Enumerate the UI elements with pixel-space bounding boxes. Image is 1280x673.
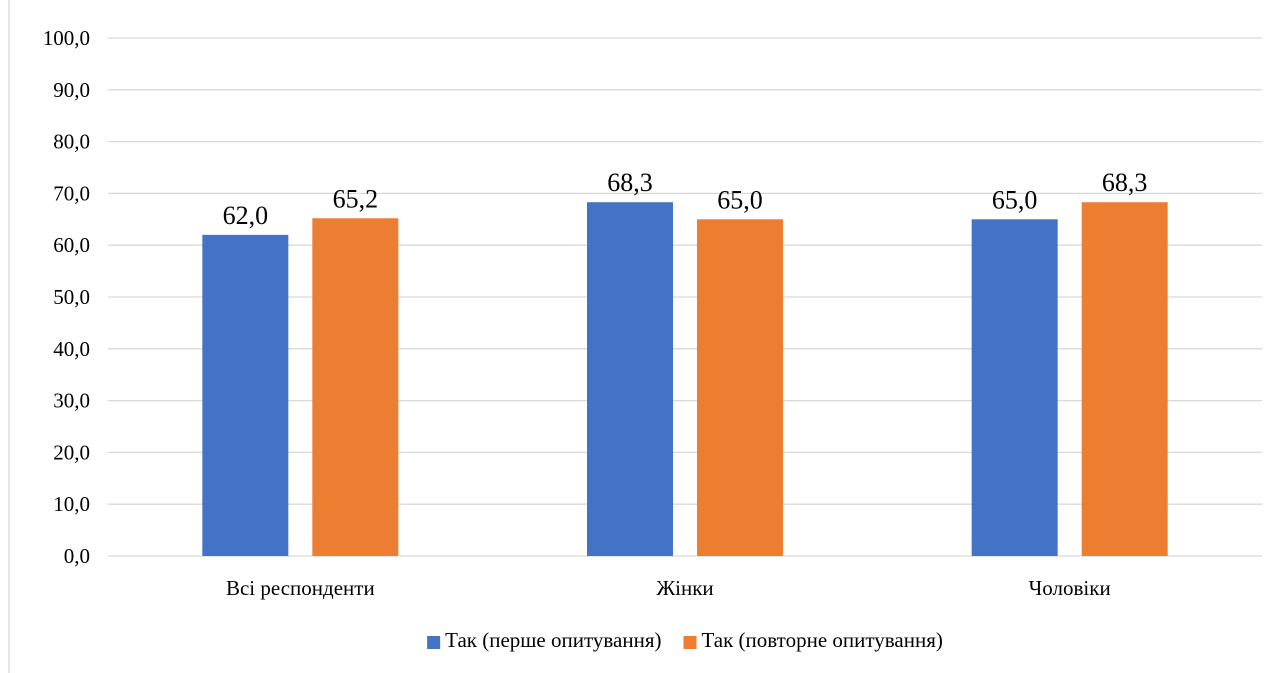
y-axis-tick-labels: 0,0 10,0 20,0 30,0 40,0 50,0 60,0 70,0 80,0 90,0 1…: [43, 26, 90, 568]
bar: [587, 202, 673, 556]
data-label: 65,2: [333, 184, 379, 213]
category-label: Чоловіки: [1029, 576, 1111, 600]
bar: [312, 218, 399, 556]
y-tick-label: 30,0: [53, 389, 90, 413]
y-tick-label: 50,0: [53, 285, 90, 309]
legend-item: Так (повторне опитування): [683, 628, 943, 652]
y-tick-label: 80,0: [53, 130, 90, 154]
legend-label: Так (повторне опитування): [701, 628, 942, 652]
y-tick-label: 60,0: [53, 233, 90, 257]
legend-swatch: [427, 636, 441, 649]
bar: [202, 234, 289, 556]
category-label: Жінки: [656, 576, 713, 600]
x-axis-category-labels: Всі респонденти Жінки Чоловіки: [226, 576, 1111, 600]
y-tick-label: 20,0: [53, 440, 90, 464]
bar: [697, 219, 783, 557]
legend-item: Так (перше опитування): [427, 628, 661, 652]
bar: [971, 219, 1058, 557]
y-tick-label: 70,0: [53, 181, 90, 205]
legend: Так (перше опитування) Так (повторне опит…: [427, 628, 943, 652]
y-tick-label: 40,0: [53, 337, 90, 361]
data-label: 62,0: [223, 201, 269, 230]
gridlines: [108, 37, 1262, 557]
y-tick-label: 0,0: [64, 544, 90, 568]
bar: [1081, 202, 1168, 556]
category-label: Всі респонденти: [226, 576, 375, 600]
bars: [202, 202, 1168, 557]
data-label: 65,0: [717, 185, 763, 214]
y-tick-label: 90,0: [53, 78, 90, 102]
data-label: 68,3: [607, 168, 653, 197]
legend-swatch: [683, 636, 697, 649]
data-label: 68,3: [1102, 168, 1148, 197]
data-label: 65,0: [992, 185, 1038, 214]
legend-label: Так (перше опитування): [445, 628, 661, 652]
y-tick-label: 10,0: [53, 492, 90, 516]
data-labels: 62,0 65,2 68,3 65,0 65,0 68,3: [223, 168, 1148, 230]
y-tick-label: 100,0: [43, 26, 90, 50]
